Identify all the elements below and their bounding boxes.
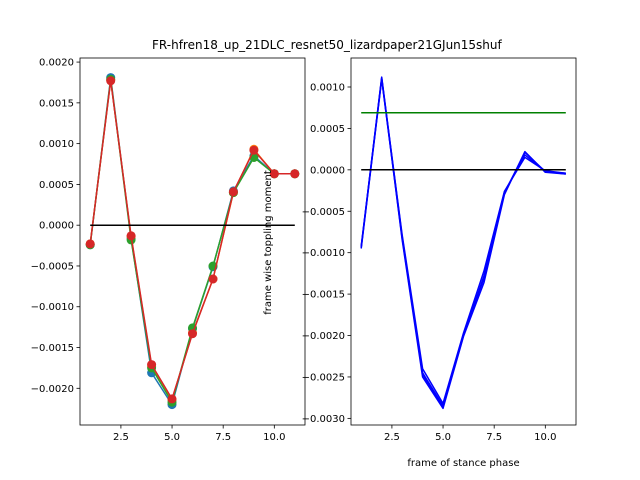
left-x-tick-label: 7.5 (215, 432, 231, 443)
left-axes-frame (79, 57, 306, 426)
left-series-3-point (249, 145, 259, 155)
right-x-tick-label: 5.0 (435, 432, 451, 443)
left-series-3-point (269, 169, 279, 179)
left-series-3-point (290, 169, 300, 179)
left-y-tick-label: −0.0005 (31, 261, 74, 272)
left-y-tick-label: 0.0000 (39, 221, 74, 232)
left-y-tick-label: 0.0020 (39, 58, 74, 69)
right-x-axis-label: frame of stance phase (407, 458, 519, 469)
right-series-line-0 (360, 77, 566, 410)
right-y-tick-label: −0.0025 (302, 372, 345, 383)
left-y-tick-label: 0.0005 (39, 180, 74, 191)
right-y-axis-label: frame wise toppling moment (263, 170, 274, 315)
right-x-tick-label: 7.5 (486, 432, 502, 443)
left-series-3-point (208, 274, 218, 284)
left-series-3-point (147, 360, 157, 370)
left-x-tick-label: 5.0 (164, 432, 180, 443)
right-x-tick-label: 2.5 (384, 432, 400, 443)
right-y-tick-label: 0.0010 (310, 82, 345, 93)
right-y-tick-label: −0.0020 (302, 331, 345, 342)
left-y-tick-label: −0.0015 (31, 343, 74, 354)
right-series-line-3 (360, 78, 566, 408)
right-y-tick-label: −0.0015 (302, 290, 345, 301)
left-x-tick-label: 2.5 (113, 432, 129, 443)
right-axes: 2.5 5.0 7.5 10.0 −0.0030 −0.0025 −0.0020 −0.001… (263, 57, 577, 469)
right-x-tick-label: 10.0 (534, 432, 556, 443)
right-y-tick-label: −0.0010 (302, 248, 345, 259)
left-series-3-point (106, 76, 116, 86)
right-y-tick-label: 0.0005 (310, 124, 345, 135)
left-y-tick-label: −0.0020 (31, 384, 74, 395)
right-axes-frame (350, 57, 577, 426)
left-series-3-point (228, 187, 238, 197)
left-series-3-point (126, 231, 136, 241)
right-series-line-1 (360, 76, 566, 407)
left-y-tick-label: 0.0010 (39, 139, 74, 150)
left-x-tick-label: 10.0 (263, 432, 285, 443)
left-axes: 2.5 5.0 7.5 10.0 −0.0020 −0.0015 −0.0010 −0.000… (31, 57, 306, 443)
right-y-tick-label: −0.0030 (302, 414, 345, 425)
left-y-tick-label: −0.0010 (31, 302, 74, 313)
left-series-3-point (85, 239, 95, 249)
left-series-3-point (188, 329, 197, 339)
right-y-tick-label: 0.0000 (310, 165, 345, 176)
figure-title: FR-hfren18_up_21DLC_resnet50_lizardpaper… (152, 38, 503, 52)
left-series-3-point (167, 394, 177, 404)
left-y-tick-label: 0.0015 (39, 98, 74, 109)
right-series-line-2 (360, 77, 566, 405)
right-y-tick-label: −0.0005 (302, 207, 345, 218)
